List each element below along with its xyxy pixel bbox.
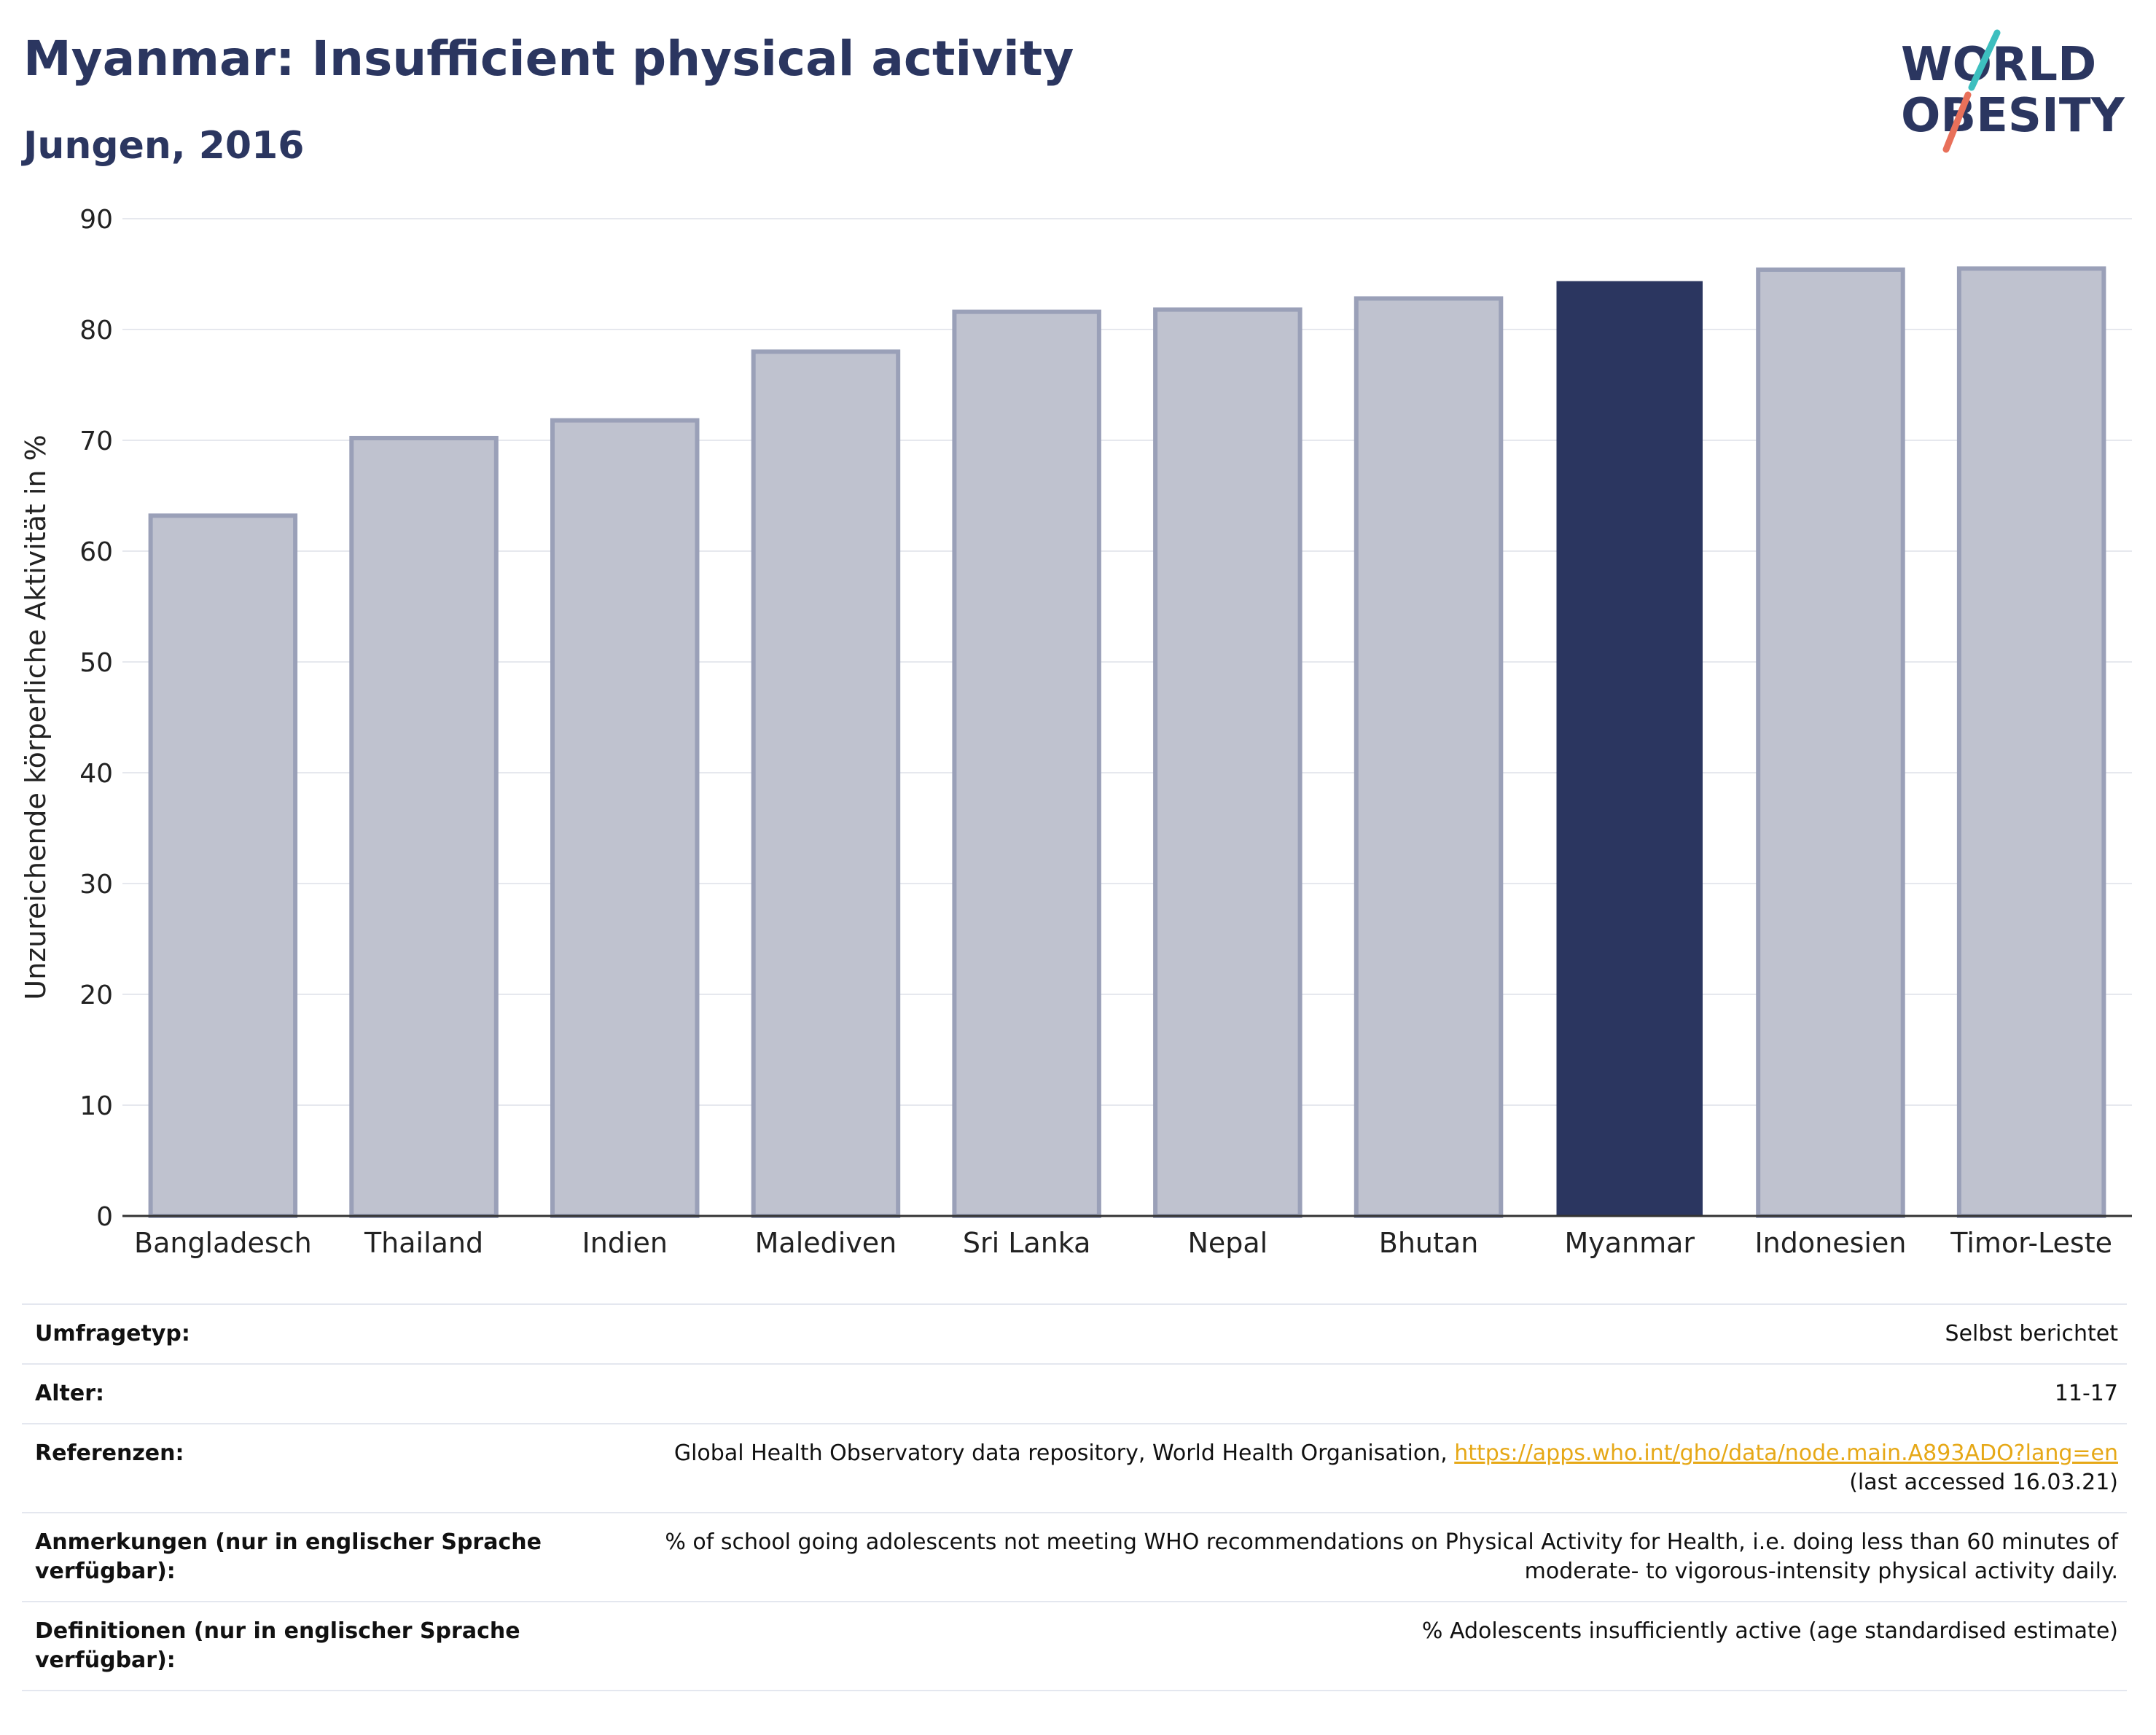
info-value: Selbst berichtet: [598, 1303, 2127, 1364]
bar-bhutan: [1354, 296, 1504, 1219]
logo-accent-teal: [1968, 29, 2001, 91]
bar-chart: 0 10 20 30 40 50 60 70 80 90 Bangladesch Thailand In…: [20, 205, 2132, 1259]
bar-myanmar: [1556, 281, 1703, 1217]
x-tick-label: Myanmar: [1564, 1227, 1695, 1259]
info-label: Anmerkungen (nur in englischer Sprache v…: [22, 1512, 598, 1602]
info-label: Umfragetyp:: [22, 1303, 598, 1364]
info-table: Umfragetyp: Selbst berichtet Alter: 11-17 Re…: [22, 1303, 2127, 1691]
y-tick-label: 70: [79, 426, 113, 456]
bar-indonesien: [1756, 267, 1905, 1218]
x-tick-label: Indonesien: [1754, 1227, 1906, 1259]
info-row: Alter: 11-17: [22, 1363, 2127, 1424]
reference-link[interactable]: https://apps.who.int/gho/data/node.main.…: [1454, 1440, 2118, 1466]
chart-subtitle: Jungen, 2016: [23, 124, 305, 168]
bar-timor-leste: [1956, 266, 2106, 1218]
bar-indien: [550, 418, 700, 1218]
info-value: Global Health Observatory data repositor…: [598, 1423, 2127, 1513]
world-obesity-logo: WORLD OBESITY: [1901, 29, 2125, 153]
x-tick-label: Thailand: [364, 1227, 483, 1259]
logo-accent-coral: [1942, 91, 1972, 153]
info-label: Referenzen:: [22, 1423, 598, 1513]
info-row: Definitionen (nur in englischer Sprache …: [22, 1601, 2127, 1691]
info-row: Umfragetyp: Selbst berichtet: [22, 1303, 2127, 1364]
info-label: Definitionen (nur in englischer Sprache …: [22, 1601, 598, 1691]
bar-malediven: [751, 349, 901, 1218]
logo-line2: OBESITY: [1901, 89, 2125, 143]
y-tick-label: 40: [79, 759, 113, 789]
y-axis-label: Unzureichende körperliche Aktivität in %: [20, 434, 52, 999]
bar-bangladesch: [148, 513, 298, 1218]
info-row: Referenzen: Global Health Observatory dat…: [22, 1423, 2127, 1513]
y-tick-label: 30: [79, 870, 113, 900]
x-tick-label: Sri Lanka: [963, 1227, 1091, 1259]
y-tick-label: 90: [79, 205, 113, 235]
info-value: 11-17: [598, 1363, 2127, 1424]
bar-thailand: [349, 435, 499, 1219]
info-row: Anmerkungen (nur in englischer Sprache v…: [22, 1512, 2127, 1602]
y-tick-label: 0: [96, 1202, 113, 1232]
bar-nepal: [1153, 307, 1302, 1218]
y-tick-label: 50: [79, 648, 113, 678]
y-tick-label: 80: [79, 316, 113, 346]
logo-line1: WORLD: [1901, 38, 2096, 92]
y-tick-label: 10: [79, 1091, 113, 1121]
x-tick-label: Bangladesch: [134, 1227, 312, 1259]
y-tick-label: 60: [79, 537, 113, 567]
info-value: % of school going adolescents not meetin…: [598, 1512, 2127, 1602]
chart-title: Myanmar: Insufficient physical activity: [23, 31, 1074, 87]
x-tick-label: Indien: [582, 1227, 668, 1259]
x-tick-label: Malediven: [755, 1227, 897, 1259]
info-label: Alter:: [22, 1363, 598, 1424]
bar-sri-lanka: [952, 309, 1101, 1218]
y-tick-label: 20: [79, 980, 113, 1010]
x-tick-label: Bhutan: [1379, 1227, 1479, 1259]
x-tick-label: Nepal: [1187, 1227, 1268, 1259]
x-tick-label: Timor-Leste: [1950, 1227, 2112, 1259]
info-value: % Adolescents insufficiently active (age…: [598, 1601, 2127, 1691]
